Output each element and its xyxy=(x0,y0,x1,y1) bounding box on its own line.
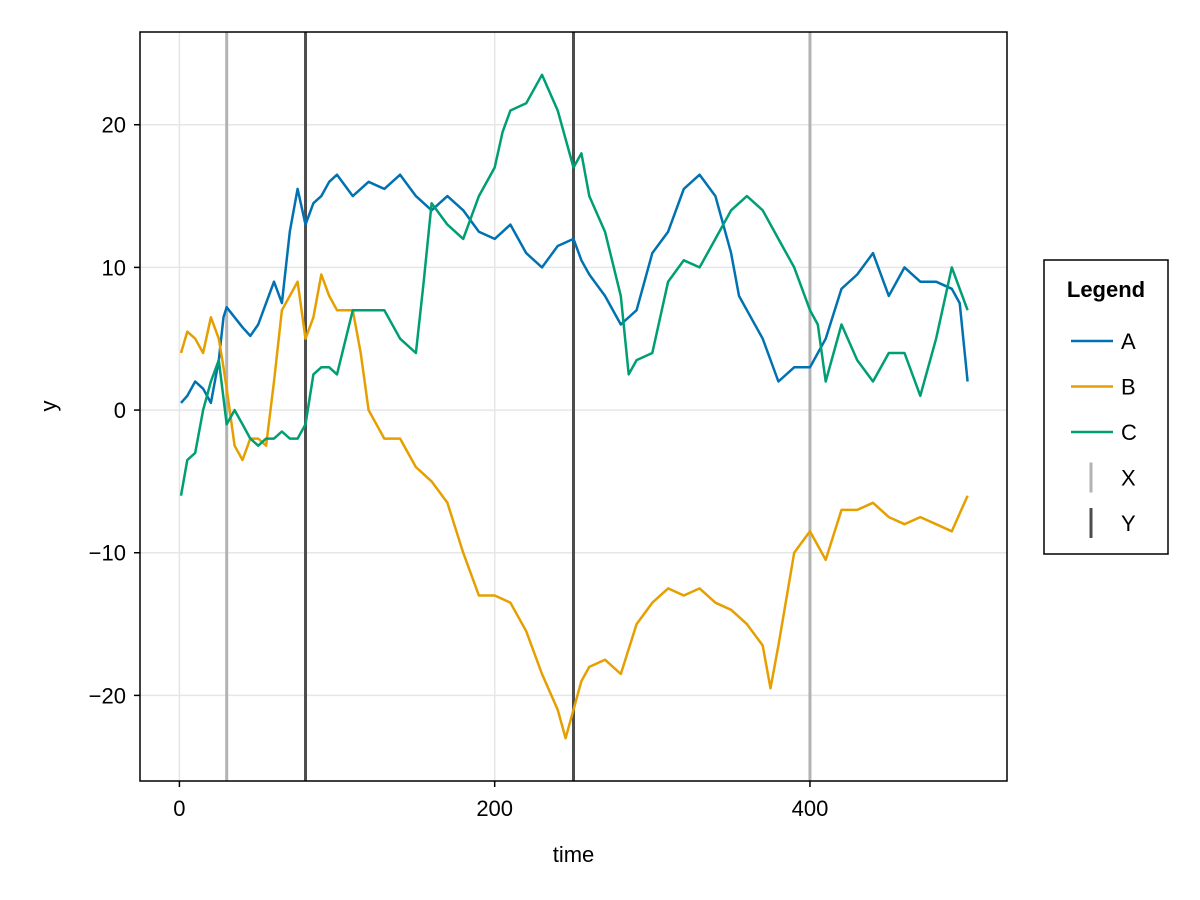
legend-label: Y xyxy=(1121,511,1136,536)
x-axis-ticks: 0 200 400 xyxy=(173,781,828,821)
legend-item-y: Y xyxy=(1089,508,1136,538)
y-tick-label: −10 xyxy=(89,541,126,566)
legend-item-b: B xyxy=(1071,375,1136,400)
x-tick-label: 0 xyxy=(173,796,185,821)
series-b-line xyxy=(179,273,969,740)
x-axis-title: time xyxy=(553,842,595,867)
series-a-line xyxy=(180,173,969,405)
legend-title: Legend xyxy=(1067,277,1145,302)
legend-box xyxy=(1043,259,1169,555)
plot-frame xyxy=(139,31,1008,782)
legend-item-x: X xyxy=(1089,462,1136,493)
legend-label: X xyxy=(1121,466,1136,491)
y-axis-title: y xyxy=(36,401,61,412)
legend-label: B xyxy=(1121,375,1136,400)
series-lines xyxy=(179,73,969,740)
legend-label: C xyxy=(1121,420,1137,445)
x-tick-label: 400 xyxy=(792,796,829,821)
y-tick-label: −20 xyxy=(89,683,126,708)
x-tick-label: 200 xyxy=(476,796,513,821)
legend-item-a: A xyxy=(1071,329,1136,354)
y-axis-ticks: −20 −10 0 10 20 xyxy=(89,113,140,708)
legend-item-c: C xyxy=(1071,420,1137,445)
vertical-reference-lines xyxy=(225,32,812,781)
y-tick-label: 0 xyxy=(114,398,126,423)
y-tick-label: 10 xyxy=(102,255,126,280)
series-c-line xyxy=(179,73,969,496)
y-tick-label: 20 xyxy=(102,113,126,138)
legend-label: A xyxy=(1121,329,1136,354)
